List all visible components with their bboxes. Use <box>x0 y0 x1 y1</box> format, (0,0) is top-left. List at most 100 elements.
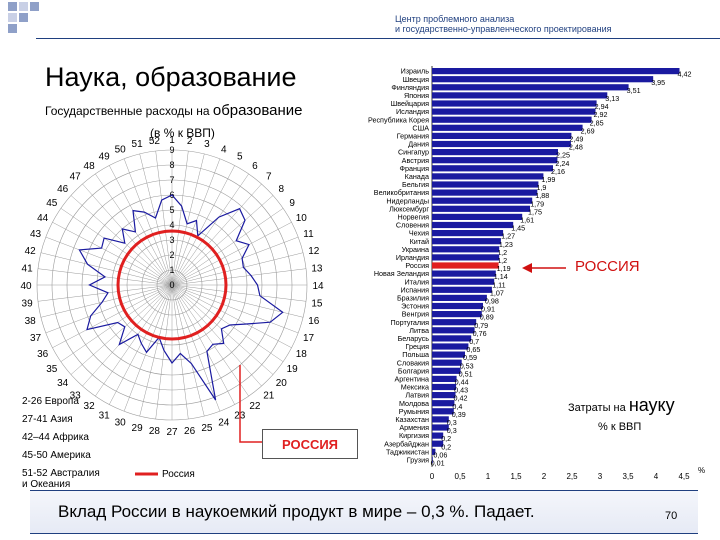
radar-spoke <box>37 284 173 302</box>
legend-australia-line1: 51-52 Австралия <box>22 468 100 479</box>
bar-value-label: 1,9 <box>536 183 546 192</box>
radar-spoke <box>171 236 299 286</box>
bar-category-label: Финляндия <box>391 83 429 92</box>
footer-panel <box>30 490 698 534</box>
bar-x-tick: 4,5 <box>678 472 690 481</box>
page-number: 70 <box>665 510 678 522</box>
radar-title-part2: образование <box>212 102 303 119</box>
bar <box>432 76 654 83</box>
bar-value-label: 1,2 <box>497 256 507 265</box>
bar-category-label: Россия <box>405 261 429 270</box>
bar-value-label: 2,16 <box>551 167 565 176</box>
radar-spoke <box>171 284 299 334</box>
bar-category-label: Бразилия <box>397 294 429 303</box>
science-cost-unit: % к ВВП <box>598 421 642 433</box>
bar <box>432 157 558 164</box>
bar-category-label: Дания <box>408 140 429 149</box>
radar-spoke <box>171 284 262 387</box>
bar-category-label: Швеция <box>403 75 429 84</box>
radar-spoke <box>95 173 173 286</box>
bar <box>432 68 680 75</box>
bar-value-label: 2,49 <box>569 135 583 144</box>
radar-spoke-label: 34 <box>57 378 69 389</box>
bar-category-label: Бельгия <box>402 180 429 189</box>
radar-series-russia <box>116 229 228 341</box>
radar-radial-tick: 3 <box>169 235 174 245</box>
bar-value-label: 2,69 <box>581 126 595 135</box>
bar <box>432 149 558 156</box>
radar-spoke-label: 28 <box>149 426 161 437</box>
bar <box>432 84 629 91</box>
bar-x-tick: 2 <box>542 472 547 481</box>
bar-category-label: Азербайджан <box>384 439 429 448</box>
bar <box>432 230 504 237</box>
bar-category-label: Австрия <box>402 156 429 165</box>
radar-spoke-label: 4 <box>221 145 227 156</box>
radar-spoke-label: 5 <box>237 152 243 163</box>
radar-spoke-label: 18 <box>296 349 308 360</box>
radar-spoke <box>171 284 307 302</box>
bar-category-label: Норвегия <box>398 213 430 222</box>
radar-spoke-label: 35 <box>46 364 58 375</box>
bar-category-label: Таджикистан <box>386 447 429 456</box>
bar-category-label: США <box>412 123 429 132</box>
bar <box>432 286 492 293</box>
bar-category-label: Литва <box>409 326 429 335</box>
bar-value-label: 0,01 <box>431 459 445 468</box>
bar-value-label: 0,79 <box>474 321 488 330</box>
bar-category-label: Эстония <box>401 302 429 311</box>
organization-header-line2: и государственно-управленческого проекти… <box>395 24 612 34</box>
bar <box>432 124 583 131</box>
legend-africa: 42–44 Африка <box>22 432 89 443</box>
bar-category-label: Беларусь <box>398 334 430 343</box>
bar-category-label: Грузия <box>407 456 429 465</box>
bar <box>432 108 596 115</box>
bar-category-label: Армения <box>399 423 429 432</box>
radar-spoke <box>171 153 205 286</box>
radar-spoke <box>171 284 221 412</box>
bar <box>432 335 472 342</box>
radar-spoke <box>171 284 274 375</box>
bar <box>432 319 477 326</box>
organization-header-line1: Центр проблемного анализа <box>395 14 515 24</box>
bar <box>432 92 608 99</box>
bar-value-label: 1,2 <box>497 248 507 257</box>
bar-x-tick: 3 <box>598 472 603 481</box>
corner-decoration <box>0 0 60 40</box>
radar-spoke <box>45 284 173 334</box>
legend-russia-series: Россия <box>162 469 195 480</box>
radar-radial-tick: 2 <box>169 250 174 260</box>
radar-spoke-label: 40 <box>20 281 32 292</box>
bar <box>432 181 539 188</box>
radar-spoke-label: 14 <box>312 281 324 292</box>
bar-value-label: 1,11 <box>492 280 505 289</box>
bar-value-label: 0,42 <box>454 394 468 403</box>
radar-spoke-label: 10 <box>296 213 308 224</box>
bar-category-label: Португалия <box>390 318 429 327</box>
bar-russia <box>432 262 499 269</box>
bar-value-label: 0,59 <box>463 353 477 362</box>
radar-spoke-label: 44 <box>37 213 49 224</box>
radar-spoke-label: 21 <box>263 390 275 401</box>
legend-europe: 2-26 Европа <box>22 396 79 407</box>
bar <box>432 424 449 431</box>
bar-value-label: 0,2 <box>441 434 451 443</box>
radar-spoke <box>40 284 173 318</box>
radar-chart-subtitle: (в % к ВВП) <box>150 126 215 140</box>
bar-value-label: 0,3 <box>447 426 457 435</box>
radar-spoke <box>171 284 249 397</box>
bar <box>432 205 530 212</box>
bar <box>432 254 500 261</box>
bar <box>432 100 597 107</box>
radar-spoke-label: 25 <box>201 423 213 434</box>
bar-value-label: 1,45 <box>511 224 525 233</box>
bar-value-label: 0,65 <box>466 345 480 354</box>
bar-category-label: Испания <box>400 285 429 294</box>
radar-spoke-label: 22 <box>249 401 261 412</box>
radar-radial-tick: 1 <box>169 265 174 275</box>
russia-bar-label: РОССИЯ <box>575 258 640 275</box>
bar-value-label: 2,92 <box>594 110 608 119</box>
radar-spoke <box>123 158 173 286</box>
radar-spoke <box>171 252 304 286</box>
bar-value-label: 1,23 <box>499 240 513 249</box>
